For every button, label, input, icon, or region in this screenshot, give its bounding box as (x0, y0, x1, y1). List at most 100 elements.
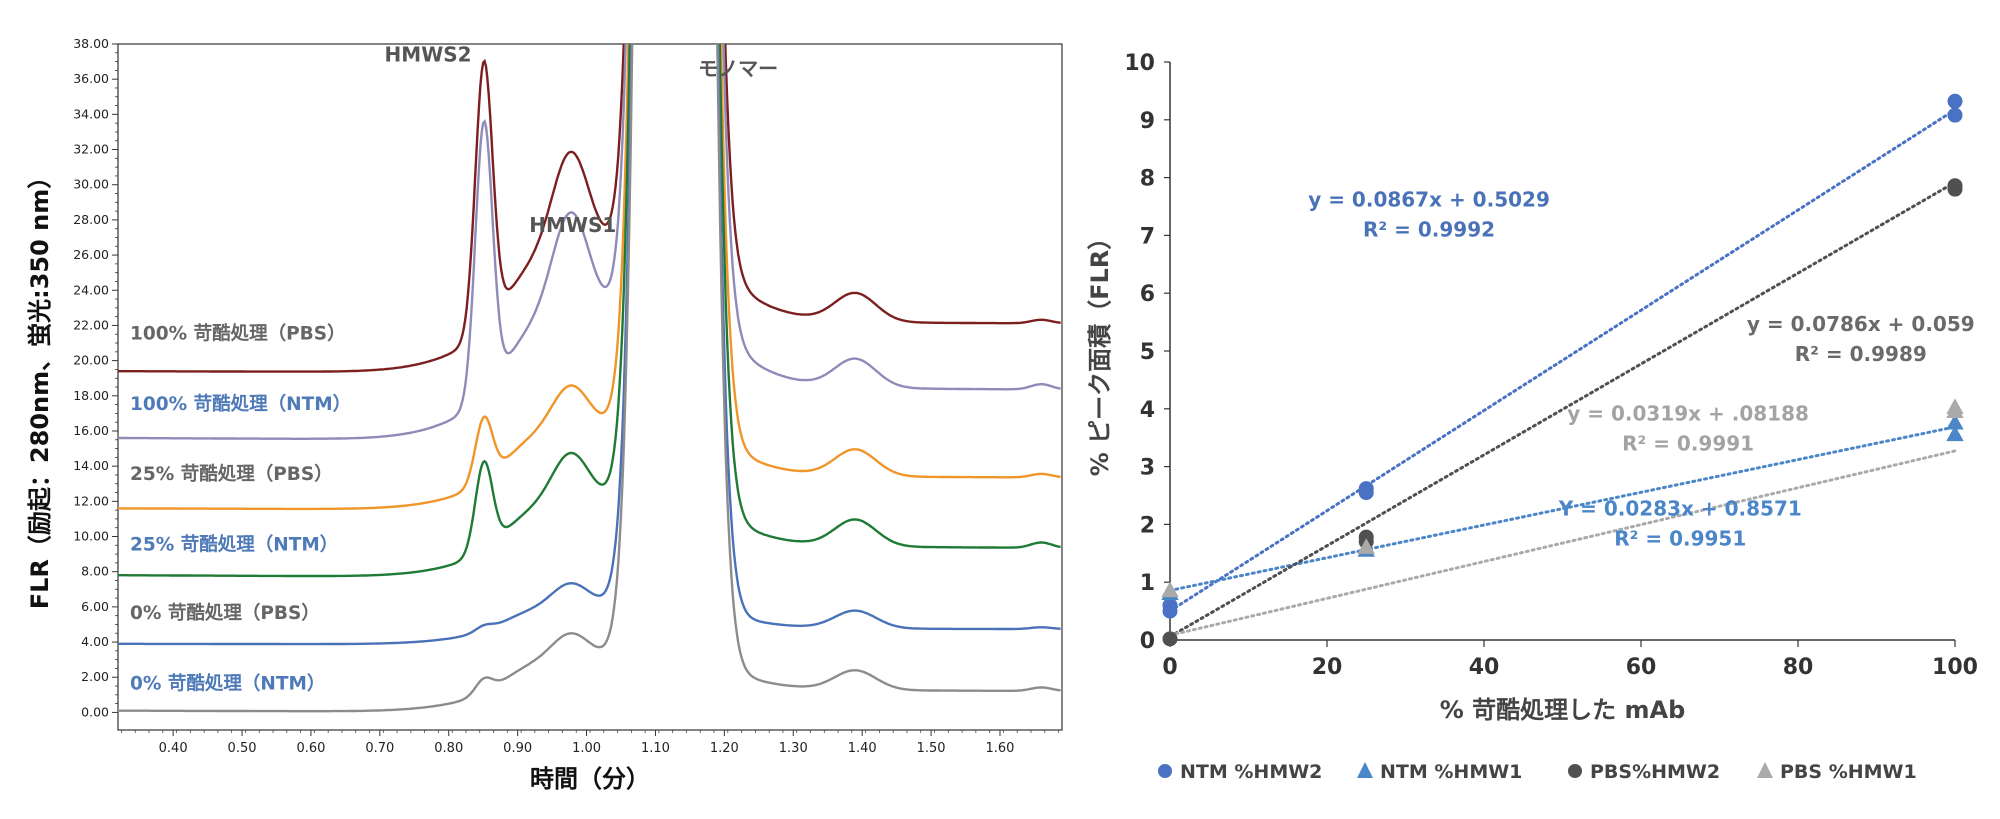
x-tick-label: 80 (1783, 655, 1814, 680)
y-axis-label: FLR（励起：280nm、蛍光:350 nm） (26, 165, 54, 610)
y-tick-label: 4.00 (81, 634, 109, 649)
x-axis-label: 時間（分） (530, 765, 650, 793)
peak-label-2: モノマー (698, 57, 778, 81)
trace-label-0: 100% 苛酷処理（PBS） (130, 323, 346, 345)
y-tick-label: 2 (1140, 513, 1155, 538)
peak-label-0: HMWS2 (385, 43, 472, 67)
r-squared-3: R² = 0.9991 (1622, 431, 1754, 455)
y-tick-label: 38.00 (73, 36, 109, 51)
y-tick-label: 30.00 (73, 177, 109, 192)
x-tick-label: 1.30 (779, 741, 808, 756)
y-tick-label: 6 (1140, 282, 1155, 307)
x-tick-label: 100 (1932, 655, 1978, 680)
y-tick-label: 20.00 (73, 353, 109, 368)
y-tick-label: 24.00 (73, 282, 109, 297)
trendline-3 (1168, 449, 1957, 637)
legend-label: PBS%HMW2 (1590, 761, 1720, 783)
y-tick-label: 6.00 (81, 599, 109, 614)
y-tick-label: 10.00 (73, 529, 109, 544)
trendline-0 (1168, 108, 1957, 613)
y-tick-label: 0 (1140, 629, 1155, 654)
point-2-0 (1162, 631, 1178, 647)
y-tick-label: 5 (1140, 340, 1155, 365)
point-1-2 (1946, 425, 1964, 442)
legend: NTM %HMW2 NTM %HMW1 PBS%HMW2 PBS %HMW1 (1158, 761, 1917, 783)
equation-0: y = 0.0867x + 0.5029 (1308, 188, 1550, 212)
point-0-5 (1947, 93, 1963, 109)
x-tick-label: 0 (1162, 655, 1177, 680)
legend-label: NTM %HMW1 (1380, 761, 1522, 783)
x-tick-label: 1.20 (710, 741, 739, 756)
x-tick-label: 1.50 (917, 741, 946, 756)
trace-label-1: 100% 苛酷処理（NTM） (130, 393, 351, 415)
y-tick-label: 28.00 (73, 212, 109, 227)
y-tick-label: 8.00 (81, 564, 109, 579)
y-tick-label: 26.00 (73, 247, 109, 262)
x-tick-label: 1.00 (572, 741, 601, 756)
point-3-3 (1946, 398, 1964, 414)
y-tick-label: 18.00 (73, 388, 109, 403)
y-tick-label: 22.00 (73, 317, 109, 332)
y-tick-label: 8 (1140, 167, 1155, 192)
series-0 (1162, 93, 1963, 619)
traces (118, 44, 1061, 713)
r-squared-1: R² = 0.9951 (1614, 527, 1746, 551)
trace-label-2: 25% 苛酷処理（PBS） (130, 463, 333, 485)
legend-label: NTM %HMW2 (1180, 761, 1322, 783)
y-tick-label: 4 (1140, 398, 1155, 423)
trace-0 (118, 44, 1061, 373)
y-tick-label: 7 (1140, 224, 1155, 249)
y-tick-label: 36.00 (73, 71, 109, 86)
trace-label-5: 0% 苛酷処理（NTM） (130, 673, 325, 695)
x-tick-label: 0.50 (228, 741, 257, 756)
point-0-4 (1947, 107, 1963, 123)
y-tick-label: 16.00 (73, 423, 109, 438)
legend-marker (1757, 762, 1773, 778)
legend-item-2: PBS%HMW2 (1568, 761, 1720, 783)
trace-label-4: 0% 苛酷処理（PBS） (130, 602, 320, 624)
chromatogram-chart: 0.00 2.00 4.00 6.00 8.00 10.00 12.00 14.00 16.00… (26, 36, 1063, 793)
series-3 (1161, 398, 1964, 598)
y-tick-label: 3 (1140, 456, 1155, 481)
equation-3: y = 0.0319x + .08188 (1567, 401, 1809, 425)
x-tick-label: 0.80 (434, 741, 463, 756)
x-tick-label: 0.70 (365, 741, 394, 756)
trace-label-3: 25% 苛酷処理（NTM） (130, 534, 338, 556)
point-1-3 (1946, 413, 1964, 430)
y-axis-label: % ピーク面積（FLR） (1086, 226, 1114, 477)
trace-2 (118, 44, 1061, 511)
x-tick-label: 0.40 (159, 741, 188, 756)
y-tick-label: 1 (1140, 571, 1155, 596)
point-3-1 (1357, 538, 1375, 554)
trendline-2 (1168, 180, 1957, 639)
y-tick-label: 34.00 (73, 106, 109, 121)
legend-marker (1158, 764, 1172, 778)
trace-5 (118, 44, 1061, 713)
x-tick-label: 1.10 (641, 741, 670, 756)
r-squared-0: R² = 0.9992 (1363, 218, 1495, 242)
legend-item-1: NTM %HMW1 (1357, 761, 1522, 783)
y-tick-label: 32.00 (73, 142, 109, 157)
point-0-1 (1162, 597, 1178, 613)
legend-label: PBS %HMW1 (1780, 761, 1917, 783)
r-squared-2: R² = 0.9989 (1795, 342, 1927, 366)
x-tick-label: 0.90 (503, 741, 532, 756)
legend-marker (1357, 762, 1373, 778)
legend-item-3: PBS %HMW1 (1757, 761, 1917, 783)
y-tick-label: 12.00 (73, 493, 109, 508)
x-tick-label: 40 (1469, 655, 1500, 680)
point-2-2 (1358, 529, 1374, 545)
y-tick-label: 0.00 (81, 704, 109, 719)
x-axis-label: % 苛酷処理した mAb (1440, 696, 1686, 724)
legend-marker (1568, 764, 1582, 778)
x-tick-label: 0.60 (296, 741, 325, 756)
equation-2: y = 0.0786x + 0.059 (1747, 312, 1975, 336)
equation-1: Y = 0.0283x + 0.8571 (1558, 497, 1802, 521)
x-tick-label: 20 (1312, 655, 1343, 680)
point-2-4 (1947, 178, 1963, 194)
peak-label-1: HMWS1 (529, 213, 616, 237)
trace-3 (118, 44, 1061, 578)
x-tick-label: 60 (1626, 655, 1657, 680)
point-0-3 (1358, 481, 1374, 497)
